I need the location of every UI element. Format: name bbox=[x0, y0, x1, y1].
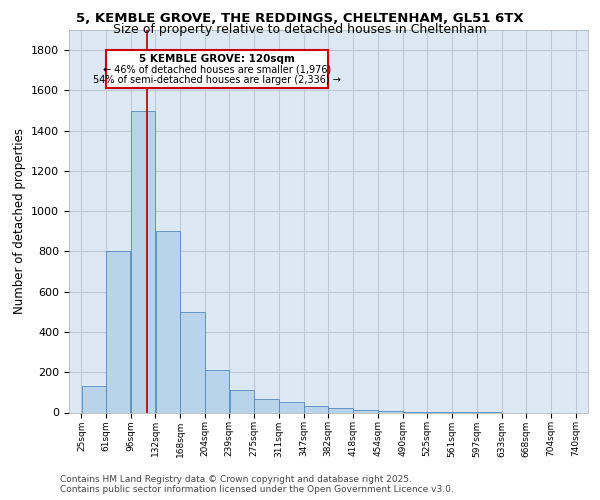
Text: ← 46% of detached houses are smaller (1,976): ← 46% of detached houses are smaller (1,… bbox=[103, 64, 331, 74]
Text: Contains HM Land Registry data © Crown copyright and database right 2025.
Contai: Contains HM Land Registry data © Crown c… bbox=[60, 474, 454, 494]
Bar bbox=[106, 50, 328, 88]
Bar bbox=[254, 400, 279, 412]
Bar bbox=[205, 370, 229, 412]
Bar bbox=[328, 408, 353, 412]
Bar bbox=[279, 402, 304, 412]
Bar bbox=[106, 252, 130, 412]
Text: 5 KEMBLE GROVE: 120sqm: 5 KEMBLE GROVE: 120sqm bbox=[139, 54, 295, 64]
Text: Size of property relative to detached houses in Cheltenham: Size of property relative to detached ho… bbox=[113, 22, 487, 36]
Bar bbox=[131, 110, 155, 412]
Bar bbox=[82, 386, 106, 412]
Bar bbox=[304, 406, 328, 412]
Bar bbox=[155, 232, 180, 412]
Bar bbox=[353, 410, 378, 412]
Bar bbox=[230, 390, 254, 412]
Y-axis label: Number of detached properties: Number of detached properties bbox=[13, 128, 26, 314]
Bar bbox=[181, 312, 205, 412]
Text: 54% of semi-detached houses are larger (2,336) →: 54% of semi-detached houses are larger (… bbox=[93, 75, 341, 85]
Text: 5, KEMBLE GROVE, THE REDDINGS, CHELTENHAM, GL51 6TX: 5, KEMBLE GROVE, THE REDDINGS, CHELTENHA… bbox=[76, 12, 524, 26]
